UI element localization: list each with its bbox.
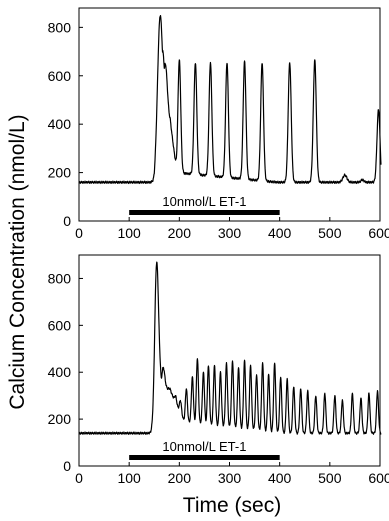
et1-treatment-bar [129, 210, 280, 215]
chart-panel-2: 0 100 200 300 400 500 600 0 200 400 600 800 10nmol/L… [48, 254, 389, 486]
et1-treatment-bar [129, 455, 280, 460]
y-tick-label: 600 [48, 317, 72, 333]
x-tick-label: 600 [368, 225, 389, 241]
y-tick-label: 200 [48, 165, 72, 181]
y-tick-label: 800 [48, 19, 72, 35]
plot-frame [78, 254, 381, 467]
x-tick-label: 600 [368, 470, 389, 486]
x-tick-label: 200 [168, 225, 192, 241]
plots: 0 100 200 300 400 500 600 0 200 400 600 800 10nmol/L… [48, 7, 389, 486]
y-tick-label: 800 [48, 270, 72, 286]
y-axis-title: Calcium Concentration (nmol/L) [6, 114, 29, 409]
plot-frame [78, 7, 381, 222]
x-tick-label: 100 [117, 470, 141, 486]
y-tick-label: 400 [48, 116, 72, 132]
chart-panel-1: 0 100 200 300 400 500 600 0 200 400 600 800 10nmol/L… [48, 7, 389, 241]
y-tick-label: 0 [63, 458, 71, 474]
x-axis-title: Time (sec) [183, 494, 281, 517]
x-tick-label: 300 [218, 470, 242, 486]
x-tick-label: 100 [117, 225, 141, 241]
x-tick-label: 500 [318, 225, 342, 241]
x-tick-label: 200 [168, 470, 192, 486]
x-tick-label: 0 [75, 470, 83, 486]
x-tick-label: 400 [268, 470, 292, 486]
x-tick-label: 0 [75, 225, 83, 241]
x-tick-label: 400 [268, 225, 292, 241]
y-tick-label: 600 [48, 68, 72, 84]
y-tick-label: 200 [48, 411, 72, 427]
x-tick-label: 300 [218, 225, 242, 241]
x-tick-label: 500 [318, 470, 342, 486]
y-tick-label: 400 [48, 364, 72, 380]
calcium-trace-1 [78, 261, 382, 435]
et1-treatment-label: 10nmol/L ET-1 [162, 439, 246, 454]
y-tick-label: 0 [63, 213, 71, 229]
calcium-trace-1 [78, 14, 382, 185]
et1-treatment-label: 10nmol/L ET-1 [162, 194, 246, 209]
